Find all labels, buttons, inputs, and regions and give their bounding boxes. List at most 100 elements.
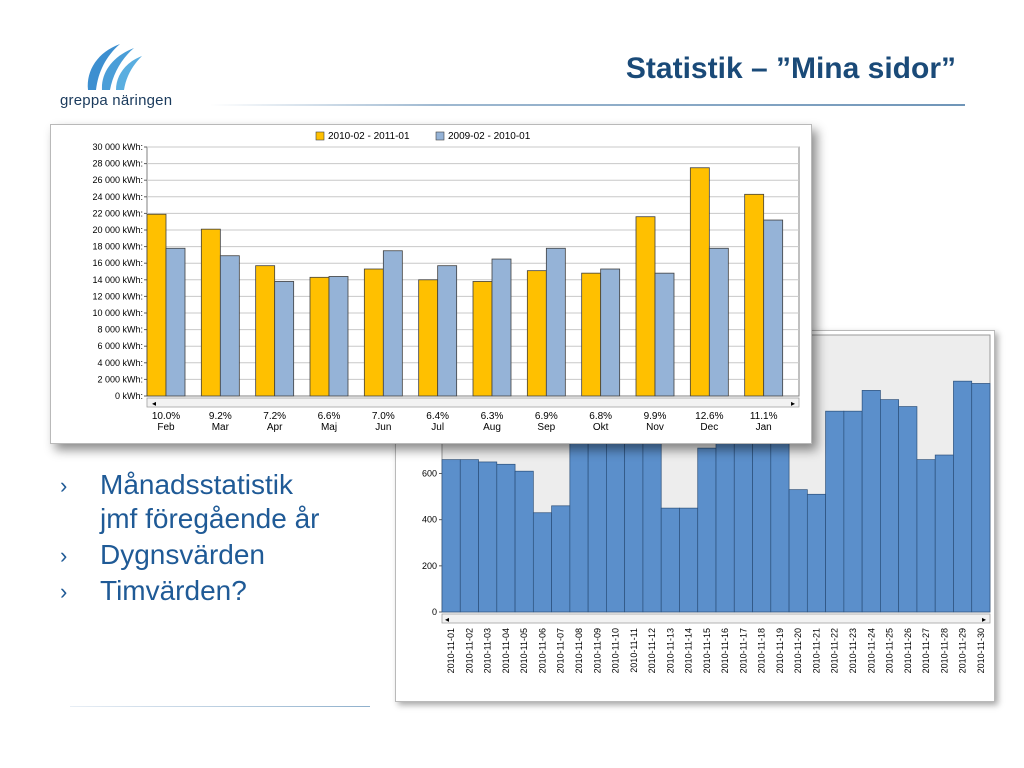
scrollbar bbox=[146, 397, 800, 408]
x-tick-label: 2010-11-19 bbox=[775, 628, 785, 673]
bar-current bbox=[744, 193, 765, 397]
bullet-item: › Månadsstatistik jmf föregående år bbox=[60, 468, 319, 536]
y-tick-label: 6 000 kWh: bbox=[97, 341, 143, 351]
bar-previous bbox=[600, 268, 621, 397]
daily-bar bbox=[916, 459, 936, 613]
bar-current bbox=[146, 213, 167, 397]
daily-bar bbox=[715, 440, 735, 613]
category-pct-label: 7.0% bbox=[372, 411, 395, 422]
x-tick-label: 2010-11-06 bbox=[537, 628, 547, 673]
greppa-logo-icon bbox=[87, 44, 142, 90]
bar-current bbox=[200, 228, 221, 397]
daily-bar bbox=[806, 493, 826, 613]
daily-bar bbox=[953, 380, 973, 613]
x-tick-label: Nov bbox=[646, 422, 664, 433]
bar-previous bbox=[219, 255, 240, 397]
daily-bar bbox=[478, 461, 498, 613]
x-tick-label: 2010-11-20 bbox=[793, 628, 803, 673]
daily-bar bbox=[569, 443, 589, 613]
bar-current bbox=[581, 272, 602, 397]
bullet-item: › Timvärden? bbox=[60, 574, 319, 608]
x-tick-label: 2010-11-16 bbox=[720, 628, 730, 673]
x-tick-label: 2010-11-15 bbox=[702, 628, 712, 673]
y-tick-label: 200 bbox=[422, 561, 437, 571]
bar-previous bbox=[763, 219, 784, 397]
x-tick-label: 2010-11-10 bbox=[611, 628, 621, 673]
bar-previous bbox=[328, 276, 349, 397]
category-pct-label: 10.0% bbox=[152, 411, 180, 422]
x-tick-label: Dec bbox=[700, 422, 718, 433]
y-tick-label: 400 bbox=[422, 515, 437, 525]
scroll-right-icon: ▸ bbox=[982, 615, 986, 624]
bar-current bbox=[689, 167, 710, 397]
scroll-right-icon: ▸ bbox=[791, 399, 795, 408]
daily-bar bbox=[898, 406, 918, 613]
y-tick-label: 10 000 kWh: bbox=[92, 308, 143, 318]
bar-current bbox=[526, 270, 547, 397]
bar-current bbox=[255, 265, 276, 397]
x-tick-label: 2010-11-11 bbox=[629, 628, 639, 673]
y-tick-label: 2 000 kWh: bbox=[97, 374, 143, 384]
bullet-marker: › bbox=[60, 473, 68, 498]
y-tick-label: 14 000 kWh: bbox=[92, 275, 143, 285]
x-tick-label: Aug bbox=[483, 422, 501, 433]
x-tick-label: 2010-11-22 bbox=[830, 628, 840, 673]
x-tick-label: 2010-11-02 bbox=[464, 628, 474, 673]
daily-bar bbox=[660, 507, 680, 613]
title-divider bbox=[210, 104, 965, 106]
scroll-left-icon: ◂ bbox=[152, 399, 156, 408]
category-pct-label: 6.9% bbox=[535, 411, 558, 422]
x-tick-label: 2010-11-04 bbox=[501, 628, 511, 673]
bar-previous bbox=[545, 247, 566, 397]
bullet-text: Månadsstatistik jmf föregående år bbox=[100, 469, 320, 535]
daily-bar bbox=[679, 507, 699, 613]
y-tick-label: 4 000 kWh: bbox=[97, 358, 143, 368]
y-tick-label: 18 000 kWh: bbox=[92, 242, 143, 252]
x-tick-label: 2010-11-17 bbox=[738, 628, 748, 673]
y-tick-label: 12 000 kWh: bbox=[92, 291, 143, 301]
y-tick-label: 24 000 kWh: bbox=[92, 192, 143, 202]
legend-label: 2009-02 - 2010-01 bbox=[448, 131, 531, 142]
x-tick-label: 2010-11-09 bbox=[592, 628, 602, 673]
legend-label: 2010-02 - 2011-01 bbox=[328, 131, 410, 142]
x-tick-label: 2010-11-08 bbox=[574, 628, 584, 673]
x-tick-label: Maj bbox=[321, 422, 337, 433]
bullet-marker: › bbox=[60, 543, 68, 569]
x-tick-label: Jun bbox=[375, 422, 391, 433]
x-tick-label: Okt bbox=[593, 422, 609, 433]
bar-previous bbox=[708, 247, 729, 397]
x-tick-label: Apr bbox=[267, 422, 283, 433]
daily-bar bbox=[532, 512, 552, 613]
daily-bar bbox=[825, 410, 845, 613]
daily-bar bbox=[459, 459, 479, 613]
daily-chart: 02004006008001 0001 200kWh◂▸2010-11-0120… bbox=[395, 330, 995, 702]
y-tick-label: 0 kWh: bbox=[115, 391, 143, 401]
scroll-left-icon: ◂ bbox=[445, 615, 449, 624]
bottom-divider bbox=[70, 706, 370, 707]
x-tick-label: 2010-11-29 bbox=[958, 628, 968, 673]
daily-bar bbox=[770, 420, 790, 613]
x-tick-label: 2010-11-24 bbox=[866, 628, 876, 673]
category-pct-label: 6.3% bbox=[481, 411, 504, 422]
legend-swatch bbox=[435, 131, 445, 141]
category-pct-label: 6.4% bbox=[426, 411, 449, 422]
bullet-list: › Månadsstatistik jmf föregående år › Dy… bbox=[60, 468, 319, 611]
bullet-marker: › bbox=[60, 579, 68, 605]
daily-bar bbox=[606, 415, 626, 613]
x-tick-label: 2010-11-21 bbox=[811, 628, 821, 673]
legend-swatch bbox=[315, 131, 325, 141]
bar-current bbox=[309, 276, 330, 397]
x-tick-label: 2010-11-27 bbox=[921, 628, 931, 673]
daily-bar bbox=[752, 438, 772, 613]
category-pct-label: 7.2% bbox=[263, 411, 286, 422]
daily-bar bbox=[587, 417, 607, 613]
category-pct-label: 12.6% bbox=[695, 411, 723, 422]
y-tick-label: 0 bbox=[432, 607, 437, 617]
x-tick-label: Jan bbox=[756, 422, 772, 433]
bullet-text: Timvärden? bbox=[100, 575, 247, 607]
daily-bar bbox=[971, 383, 991, 613]
x-tick-label: 2010-11-14 bbox=[684, 628, 694, 673]
y-tick-label: 16 000 kWh: bbox=[92, 258, 143, 268]
daily-bar bbox=[843, 410, 863, 613]
category-pct-label: 9.2% bbox=[209, 411, 232, 422]
